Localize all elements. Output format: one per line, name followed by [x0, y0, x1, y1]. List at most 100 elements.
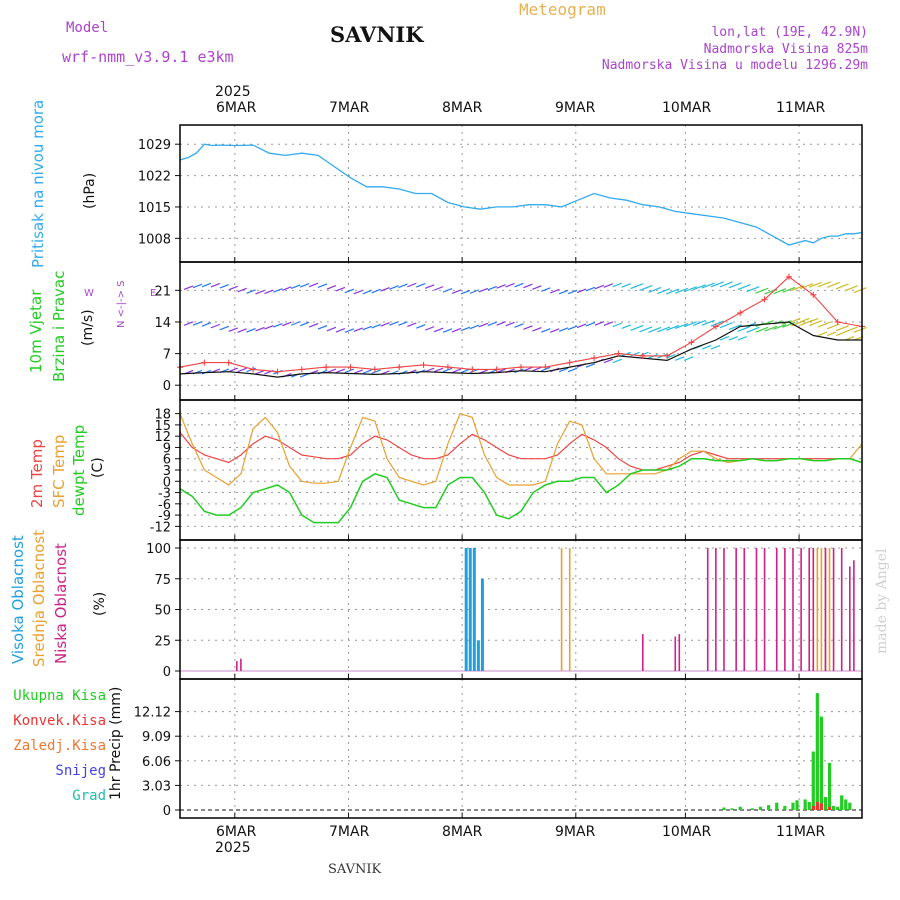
- wind-barb: [728, 324, 742, 331]
- y-tick-label: 7: [163, 348, 171, 363]
- wind-barb: [505, 282, 515, 288]
- wind-barb: [264, 289, 274, 295]
- low_cloud-bar: [706, 548, 709, 671]
- top-year-label: 2025: [215, 84, 251, 100]
- wind-gust-marker: [518, 364, 524, 371]
- wind-barb: [541, 287, 551, 292]
- wind-barb: [478, 322, 488, 328]
- precip-convective-bar: [811, 805, 815, 810]
- mid_cloud-bar: [560, 548, 563, 671]
- wind-speed-line: [179, 321, 862, 378]
- precip-total-bar: [730, 808, 734, 810]
- precip-total-bar: [803, 799, 807, 810]
- wind-barb: [835, 331, 846, 337]
- wind-barb: [853, 326, 867, 333]
- wind-barb: [317, 324, 328, 330]
- wind-barb: [710, 281, 724, 288]
- wind-barb: [219, 325, 230, 331]
- wind-barb: [648, 286, 662, 293]
- wind-gust-marker: [347, 364, 354, 371]
- wind-gust-marker: [542, 364, 549, 371]
- top-day-label: 10MAR: [662, 100, 712, 116]
- wind-barb: [666, 354, 676, 359]
- wind-barb: [809, 320, 823, 327]
- lonlat-info: lon,lat (19E, 42.9N): [711, 25, 868, 40]
- wind-barb: [621, 324, 631, 330]
- y-tick-label: 12: [154, 430, 171, 445]
- wind-gust-marker: [201, 359, 208, 366]
- wind-barb: [326, 284, 337, 290]
- low_cloud-bar: [236, 661, 238, 671]
- bottom-day-label: 8MAR: [442, 824, 483, 840]
- pressure-line: [179, 143, 863, 246]
- wind-barb: [532, 327, 542, 332]
- wind-barb: [773, 288, 787, 295]
- wind-barb: [353, 327, 363, 333]
- temp-2m-line: [179, 432, 863, 471]
- wind-barb: [344, 368, 355, 374]
- wind-barb: [407, 282, 417, 288]
- y-tick-label: 0: [163, 665, 171, 680]
- wind-barb: [228, 367, 238, 373]
- wind-barb: [201, 282, 212, 288]
- wind-barb: [835, 283, 849, 290]
- wind-barb: [344, 288, 355, 294]
- low_cloud-bar: [763, 548, 766, 671]
- wind-gust-marker: [591, 355, 598, 362]
- compass-east: E: [150, 288, 157, 299]
- precip-total-bar: [831, 805, 836, 810]
- wind-barb: [424, 284, 435, 289]
- low_cloud-bar: [824, 548, 827, 671]
- wind-barb: [228, 327, 238, 333]
- low_cloud-bar: [641, 634, 644, 671]
- wind-barb: [639, 284, 653, 291]
- wind-barb: [371, 323, 381, 329]
- wind-barb: [469, 289, 480, 294]
- mid_cloud-bar: [828, 548, 831, 671]
- low_cloud-bar: [723, 548, 725, 671]
- wind-barb: [728, 282, 742, 289]
- low_cloud-bar: [808, 548, 811, 671]
- wind-barb: [773, 323, 787, 330]
- precip-total-bar: [844, 799, 848, 810]
- wind-barb: [371, 288, 381, 294]
- wind-barb: [326, 326, 337, 332]
- y-tick-label: 1008: [138, 232, 171, 247]
- wind-barb: [800, 283, 814, 290]
- wind-barb: [612, 282, 622, 288]
- wind-barb: [335, 328, 346, 333]
- wind-barb: [460, 289, 471, 295]
- mid_cloud-bar: [820, 548, 823, 671]
- wind-barb: [478, 287, 488, 293]
- precip-total-bar: [836, 806, 840, 810]
- y-tick-label: 12.12: [134, 706, 171, 721]
- wind-barb: [353, 369, 363, 375]
- precip-total-bar: [811, 751, 815, 810]
- model-name: wrf-nmm_v3.9.1 e3km: [62, 48, 234, 66]
- wind-barb: [192, 283, 203, 289]
- wind-barb: [701, 345, 712, 350]
- wind-barb: [675, 322, 689, 329]
- wind-barb: [550, 288, 560, 294]
- wind-barb: [648, 326, 662, 333]
- low_cloud-bar: [743, 548, 746, 671]
- footer-station: SAVNIK: [328, 862, 382, 877]
- wind-barb: [389, 285, 399, 290]
- wind-barb: [835, 325, 849, 332]
- frame-layer: 10291022101510082114701815129630-3-6-9-1…: [134, 124, 863, 819]
- wind-barb: [764, 325, 778, 332]
- y-tick-label: -9: [158, 509, 171, 524]
- bottom-day-label: 9MAR: [555, 824, 596, 840]
- wind-gust-marker: [737, 309, 744, 316]
- wind-barb: [675, 356, 685, 361]
- wind-barb: [183, 321, 194, 326]
- wind-barb: [282, 321, 292, 327]
- wind-barb: [853, 287, 867, 294]
- y-tick-label: 0: [163, 379, 171, 394]
- wind-barb: [210, 323, 221, 329]
- wind-barb: [817, 321, 831, 328]
- wind-barb: [389, 321, 399, 326]
- wind-barb: [728, 335, 739, 341]
- precip-total-bar: [815, 693, 819, 810]
- product-title: Meteogram: [519, 0, 606, 19]
